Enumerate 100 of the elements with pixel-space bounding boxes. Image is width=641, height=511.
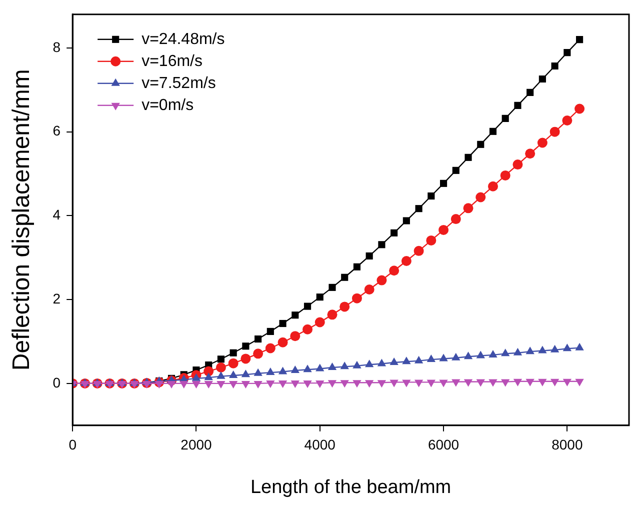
point (562, 344, 572, 352)
point (426, 354, 436, 362)
point (476, 350, 485, 358)
point (278, 380, 288, 388)
point (575, 342, 584, 350)
point (241, 380, 250, 388)
point (575, 378, 584, 386)
x-tick-label: 6000 (428, 436, 460, 453)
point (440, 180, 448, 187)
point (192, 373, 201, 381)
point (378, 241, 386, 248)
point (414, 380, 424, 388)
point (316, 294, 324, 301)
point (279, 320, 286, 328)
point (290, 380, 300, 388)
point (303, 380, 312, 388)
point (562, 378, 572, 386)
point (526, 378, 534, 386)
point (538, 346, 547, 354)
point (526, 346, 534, 354)
point (488, 181, 498, 192)
point (254, 335, 262, 343)
point (452, 166, 460, 174)
point (340, 362, 349, 370)
point (365, 380, 374, 388)
point (154, 380, 164, 388)
point (352, 380, 362, 388)
point (525, 148, 536, 159)
point (538, 75, 546, 83)
point (216, 380, 226, 388)
point (426, 380, 436, 388)
point (292, 312, 299, 319)
point (551, 62, 558, 70)
point (562, 116, 572, 126)
point (217, 356, 224, 363)
point (328, 284, 336, 291)
point (476, 192, 486, 202)
point (428, 192, 435, 200)
point (564, 49, 571, 56)
point (180, 380, 188, 388)
y-tick-label: 0 (52, 374, 61, 390)
point (576, 36, 584, 44)
point (426, 235, 436, 246)
point (266, 368, 275, 376)
point (439, 354, 448, 362)
point (450, 214, 461, 224)
point (464, 352, 473, 360)
point (438, 224, 449, 235)
point (415, 205, 422, 212)
point (513, 348, 522, 356)
point (290, 331, 300, 342)
point (204, 372, 213, 380)
point (204, 380, 213, 388)
point (302, 324, 313, 334)
point (488, 350, 498, 358)
point (229, 380, 238, 388)
point (512, 160, 523, 170)
point (290, 365, 300, 373)
point (550, 126, 560, 137)
point (464, 379, 473, 387)
point (327, 310, 338, 320)
point (439, 380, 448, 388)
legend-label: v=16m/s (142, 52, 203, 70)
x-tick-label: 4000 (304, 436, 336, 453)
y-tick-label: 8 (52, 38, 61, 55)
point (377, 380, 386, 388)
point (228, 358, 238, 368)
point (489, 128, 497, 135)
point (278, 337, 288, 348)
point (366, 252, 373, 260)
point (464, 154, 472, 161)
point (328, 362, 337, 370)
legend-label: v=7.52m/s (142, 74, 216, 92)
x-tick-label: 2000 (180, 436, 212, 453)
point (216, 362, 226, 373)
point (240, 354, 251, 364)
point (550, 344, 560, 352)
point (390, 380, 398, 388)
point (316, 380, 324, 388)
point (463, 203, 474, 214)
x-axis-title: Length of the beam/mm (250, 476, 452, 498)
legend-label: v=24.48m/s (142, 30, 225, 48)
point (192, 380, 201, 388)
point (538, 378, 547, 386)
y-axis-title: Deflection displacement/mm (8, 69, 36, 371)
point (341, 274, 348, 281)
x-tick-label: 8000 (552, 436, 583, 453)
point (316, 364, 324, 372)
point (254, 380, 262, 388)
point (303, 364, 312, 372)
point (278, 366, 288, 374)
point (266, 380, 275, 388)
point (452, 379, 460, 387)
point (574, 104, 585, 114)
point (365, 360, 374, 368)
point (242, 342, 250, 350)
point (500, 170, 510, 180)
y-tick-label: 4 (52, 206, 61, 223)
point (501, 379, 510, 387)
point (390, 229, 398, 236)
